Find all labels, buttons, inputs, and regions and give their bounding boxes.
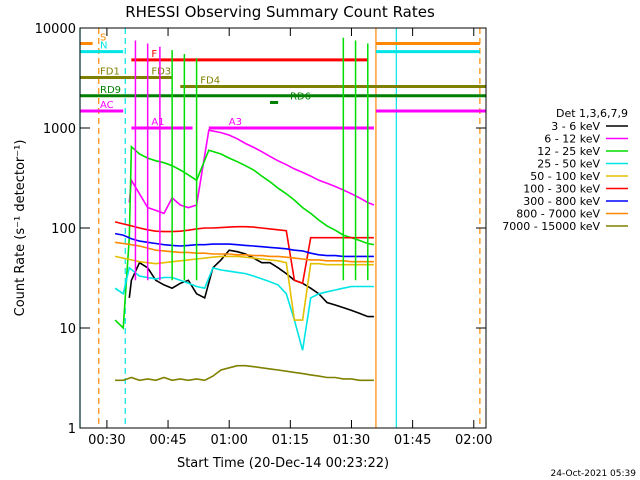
legend-label-0: 3 - 6 keV xyxy=(551,120,600,133)
y-axis-label: Count Rate (s⁻¹ detector⁻¹) xyxy=(13,140,28,317)
x-axis-label: Start Time (20-Dec-14 00:23:22) xyxy=(177,456,389,471)
x-tick-label-1: 00:45 xyxy=(149,433,186,448)
legend-label-3: 25 - 50 keV xyxy=(537,158,600,171)
y-tick-label-0: 1 xyxy=(68,422,76,437)
x-tick-label-0: 00:30 xyxy=(88,433,125,448)
series-line-2 xyxy=(114,144,375,330)
legend-title: Det 1,3,6,7,9 xyxy=(556,107,628,120)
legend-label-2: 12 - 25 keV xyxy=(537,145,600,158)
flag-label-fd3: FD3 xyxy=(151,66,171,77)
legend-label-7: 800 - 7000 keV xyxy=(516,208,600,221)
flag-label-s: S xyxy=(100,32,106,43)
flag-label-a1: A1 xyxy=(151,117,164,128)
footer-timestamp: 24-Oct-2021 05:39 xyxy=(551,469,637,479)
y-tick-label-3: 1000 xyxy=(43,122,76,137)
x-tick-label-6: 02:00 xyxy=(455,433,492,448)
series-line-6 xyxy=(114,232,374,258)
series-line-7 xyxy=(114,241,374,263)
series-line-5 xyxy=(114,221,374,285)
flag-label-a3: A3 xyxy=(229,117,242,128)
chart-title: RHESSI Observing Summary Count Rates xyxy=(125,3,435,21)
flag-label-fd4: FD4 xyxy=(200,76,220,87)
series-lines xyxy=(114,129,375,382)
x-tick-label-3: 01:15 xyxy=(272,433,309,448)
series-line-0 xyxy=(128,249,374,318)
y-tick-label-4: 10000 xyxy=(35,22,76,37)
flag-label-ac: AC xyxy=(100,100,114,111)
x-tick-label-2: 01:00 xyxy=(210,433,247,448)
legend-label-6: 300 - 800 keV xyxy=(523,195,600,208)
series-line-1 xyxy=(128,129,375,215)
flag-label-f: F xyxy=(151,49,157,60)
flag-label-fd1: FD1 xyxy=(100,66,120,77)
legend-label-8: 7000 - 15000 keV xyxy=(502,220,600,233)
series-line-3 xyxy=(114,266,374,351)
spikes xyxy=(134,37,369,281)
series-line-4 xyxy=(114,255,374,321)
flag-label-n: N xyxy=(100,41,107,52)
legend-label-1: 6 - 12 keV xyxy=(544,133,600,146)
legend-label-5: 100 - 300 keV xyxy=(523,183,600,196)
series-line-8 xyxy=(115,364,374,382)
y-tick-label-2: 100 xyxy=(51,222,76,237)
x-axis-ticks: 00:30 00:45 01:00 01:15 01:30 01:45 02:00 xyxy=(88,28,493,448)
flag-bars: SNFFD1FD3FD4RD6RD9ACA1A3 xyxy=(80,32,486,130)
y-axis-ticks: 1 10 100 1000 10000 xyxy=(35,22,486,437)
x-tick-label-4: 01:30 xyxy=(333,433,370,448)
legend-label-4: 50 - 100 keV xyxy=(530,170,600,183)
flag-label-rd9: RD9 xyxy=(100,85,121,96)
y-tick-label-1: 10 xyxy=(59,322,76,337)
x-tick-label-5: 01:45 xyxy=(394,433,431,448)
